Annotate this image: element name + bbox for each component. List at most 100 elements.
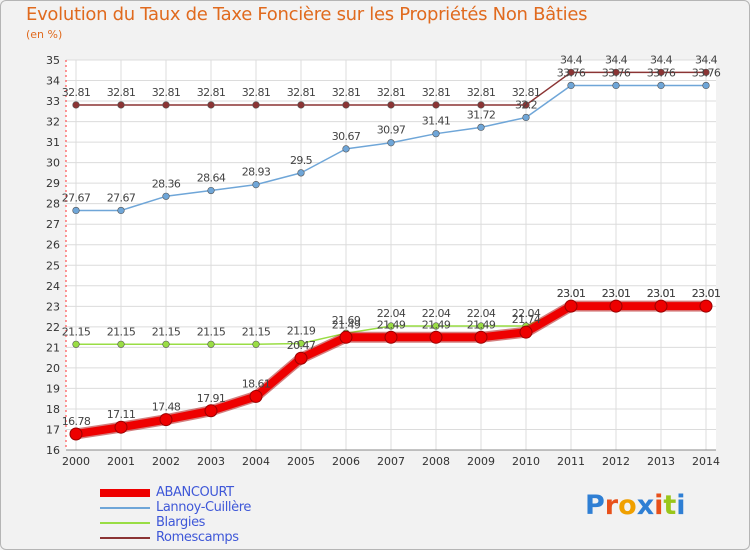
legend-label: Romescamps — [156, 530, 239, 545]
data-label: 23.01 — [692, 287, 721, 300]
data-label: 21.15 — [152, 325, 181, 338]
y-tick-label: 25 — [46, 259, 60, 272]
data-point — [114, 420, 128, 434]
x-tick-label: 2014 — [692, 455, 720, 468]
data-label: 28.64 — [197, 172, 226, 185]
x-tick-label: 2010 — [512, 455, 540, 468]
data-label: 32.81 — [242, 86, 271, 99]
y-unit-label: (en %) — [26, 28, 63, 41]
x-tick-label: 2008 — [422, 455, 450, 468]
data-point — [117, 206, 125, 215]
logo-letter: i — [676, 490, 686, 521]
data-point — [207, 101, 215, 109]
data-point — [564, 299, 578, 313]
data-point — [477, 123, 485, 131]
data-point — [654, 299, 668, 313]
data-label: 34.4 — [695, 53, 718, 66]
chart-title: Evolution du Taux de Taxe Foncière sur l… — [26, 4, 588, 25]
data-point — [432, 130, 440, 138]
data-label: 21.49 — [377, 318, 406, 331]
axes: 16 17 18 19 20 21 22 23 24 25 26 27 28 29 30 31 32 33 34 35… — [46, 54, 720, 468]
legend-swatch-abancourt — [100, 489, 150, 497]
data-point — [522, 101, 530, 109]
data-label: 32.81 — [512, 86, 541, 99]
data-point — [657, 68, 665, 76]
data-point — [519, 325, 533, 339]
legend-label: ABANCOURT — [156, 485, 234, 500]
y-tick-label: 31 — [46, 136, 60, 149]
data-point — [387, 139, 395, 147]
data-label: 21.15 — [197, 325, 226, 338]
data-point — [69, 427, 83, 441]
data-label: 34.4 — [650, 53, 673, 66]
data-label: 16.78 — [62, 415, 91, 428]
data-point — [567, 81, 575, 90]
logo-letter: o — [618, 490, 637, 521]
x-tick-label: 2004 — [242, 455, 270, 468]
logo-letter: i — [654, 490, 664, 521]
data-point — [117, 101, 125, 109]
y-tick-label: 19 — [46, 382, 60, 395]
data-label: 21.19 — [287, 324, 316, 337]
data-point — [252, 340, 260, 348]
data-label: 23.01 — [647, 287, 676, 300]
data-label: 21.49 — [467, 318, 496, 331]
data-point — [702, 81, 710, 90]
legend-swatch-romescamps — [100, 537, 150, 539]
data-label: 32.81 — [287, 86, 316, 99]
data-label: 20.47 — [287, 339, 316, 352]
data-point — [432, 322, 440, 330]
data-point — [612, 81, 620, 90]
data-point — [297, 169, 305, 177]
data-point — [72, 101, 80, 109]
y-tick-label: 17 — [46, 423, 60, 436]
data-label: 32.81 — [62, 86, 91, 99]
data-point — [252, 180, 260, 189]
data-label: 27.67 — [62, 191, 91, 204]
data-point — [207, 186, 215, 195]
data-point — [252, 101, 260, 109]
data-label: 21.74 — [512, 313, 541, 326]
data-label: 32.81 — [332, 86, 361, 99]
data-label: 23.01 — [602, 287, 631, 300]
data-label: 33.76 — [557, 66, 586, 79]
data-point — [387, 322, 395, 330]
y-tick-label: 28 — [46, 198, 60, 211]
x-tick-label: 2005 — [287, 455, 315, 468]
data-point — [162, 101, 170, 109]
data-label: 32.81 — [107, 86, 136, 99]
y-tick-label: 21 — [46, 341, 60, 354]
y-tick-label: 18 — [46, 403, 60, 416]
data-point — [387, 101, 395, 109]
series — [69, 68, 713, 441]
data-point — [207, 340, 215, 348]
data-label: 33.76 — [602, 66, 631, 79]
y-tick-label: 33 — [46, 95, 60, 108]
data-label: 30.67 — [332, 130, 361, 143]
data-label: 32.81 — [467, 86, 496, 99]
x-tick-label: 2006 — [332, 455, 360, 468]
x-tick-label: 2013 — [647, 455, 675, 468]
x-tick-label: 2003 — [197, 455, 225, 468]
data-point — [342, 145, 350, 153]
logo-letter: P — [585, 490, 605, 521]
data-label: 22.04 — [512, 307, 541, 320]
data-label: 21.15 — [107, 325, 136, 338]
data-label: 17.48 — [152, 401, 181, 414]
x-tick-label: 2009 — [467, 455, 495, 468]
data-point — [117, 340, 125, 348]
data-label: 27.67 — [107, 191, 136, 204]
data-point — [432, 101, 440, 109]
data-point — [204, 404, 218, 418]
data-point — [162, 340, 170, 348]
data-label: 23.01 — [692, 287, 721, 300]
data-point — [567, 68, 575, 76]
data-label: 23.01 — [647, 287, 676, 300]
grid — [66, 59, 716, 451]
data-point — [249, 389, 263, 403]
data-point — [342, 101, 350, 109]
data-label: 31.41 — [422, 115, 451, 128]
y-tick-label: 24 — [46, 280, 60, 293]
x-tick-label: 2001 — [107, 455, 135, 468]
